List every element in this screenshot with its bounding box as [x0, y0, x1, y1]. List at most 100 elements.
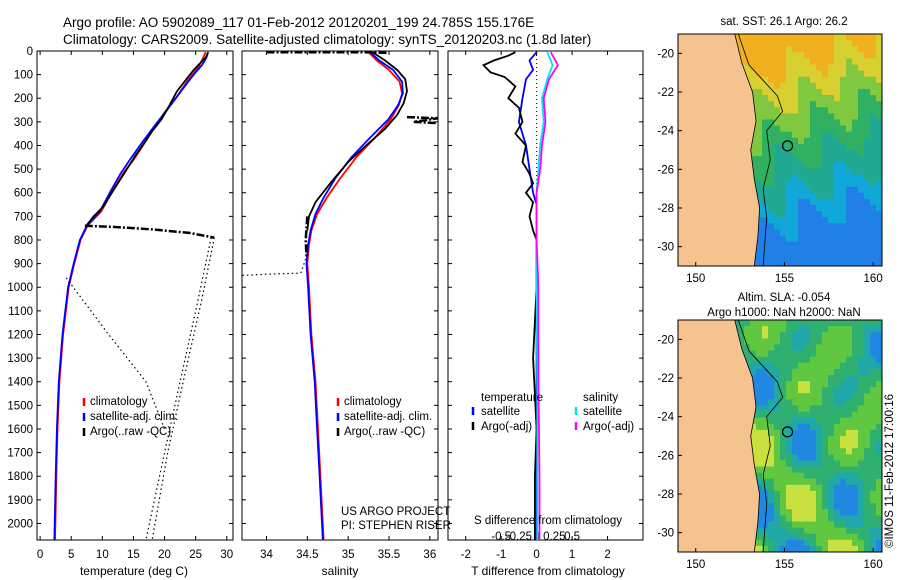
- map-cell: [768, 198, 775, 206]
- map-cell: [798, 113, 805, 120]
- map-cell: [768, 484, 775, 492]
- map-cell: [786, 76, 793, 84]
- map-cell: [798, 253, 805, 261]
- map-cell: [822, 223, 829, 230]
- map-cell: [744, 58, 751, 66]
- map-cell: [816, 186, 823, 194]
- map-cell: [864, 332, 871, 339]
- map-cell: [762, 162, 769, 169]
- map-cell: [798, 82, 805, 90]
- map-cell: [768, 150, 775, 157]
- map-cell: [846, 119, 853, 127]
- map-cell: [834, 521, 841, 529]
- map-cell: [870, 70, 877, 78]
- map-cell: [756, 46, 763, 53]
- map-cell: [852, 460, 859, 468]
- sla-map-title-1: Altim. SLA: -0.054: [738, 292, 831, 304]
- map-cell: [810, 338, 817, 345]
- map-cell: [756, 113, 763, 120]
- map-cell: [834, 387, 841, 394]
- map-cell: [834, 247, 841, 255]
- map-cell: [810, 539, 817, 547]
- map-cell: [756, 503, 763, 510]
- map-cell: [804, 442, 811, 449]
- map-cell: [768, 40, 775, 47]
- map-cell: [810, 332, 817, 339]
- map-cell: [822, 82, 829, 90]
- map-cell: [786, 211, 793, 218]
- map-cell: [762, 70, 769, 78]
- map-cell: [870, 497, 877, 504]
- map-cell: [792, 229, 799, 236]
- map-cell: [798, 156, 805, 163]
- map-cell: [762, 350, 769, 358]
- map-cell: [768, 101, 775, 108]
- map-cell: [780, 320, 787, 327]
- salinity-panel: 34 34.5 35 35.5 36: [241, 50, 439, 561]
- map-cell: [744, 326, 751, 333]
- map-cell: [792, 162, 799, 169]
- map-cell: [750, 40, 757, 47]
- map-cell: [762, 429, 769, 437]
- map-cell: [864, 509, 871, 516]
- map-cell: [834, 143, 841, 151]
- map-cell: [786, 429, 793, 437]
- map-cell: [762, 64, 769, 72]
- map-cell: [822, 338, 829, 345]
- map-cell: [786, 466, 793, 474]
- map-cell: [834, 326, 841, 333]
- map-cell: [822, 320, 829, 327]
- map-cell: [864, 131, 871, 139]
- map-cell: [852, 247, 859, 255]
- map-cell: [798, 545, 805, 552]
- map-cell: [756, 405, 763, 413]
- difference-panel: -2 -1 0 1 2-0.5-0.25 0 0.250.5: [447, 50, 644, 561]
- map-cell: [870, 137, 877, 145]
- map-cell: [798, 344, 805, 352]
- map-cell: [828, 168, 835, 175]
- map-cell: [774, 162, 781, 169]
- map-cell: [840, 472, 847, 480]
- map-cell: [852, 374, 859, 382]
- map-cell: [876, 527, 882, 535]
- map-cell: [810, 101, 817, 108]
- map-y-tick-label: -22: [657, 373, 674, 385]
- map-cell: [876, 156, 882, 163]
- map-cell: [780, 82, 787, 90]
- map-cell: [804, 150, 811, 157]
- map-cell: [822, 204, 829, 212]
- map-cell: [840, 156, 847, 163]
- map-cell: [804, 229, 811, 236]
- map-cell: [828, 478, 835, 486]
- map-cell: [804, 436, 811, 443]
- map-cell: [822, 423, 829, 431]
- argo-position-marker: [781, 140, 794, 152]
- map-cell: [876, 113, 882, 120]
- map-cell: [852, 58, 859, 66]
- map-cell: [876, 192, 882, 200]
- map-cell: [810, 515, 817, 522]
- map-cell: [876, 515, 882, 522]
- map-cell: [810, 204, 817, 212]
- map-cell: [756, 545, 763, 552]
- map-cell: [822, 186, 829, 194]
- map-cell: [780, 521, 787, 529]
- map-cell: [768, 423, 775, 431]
- map-cell: [762, 448, 769, 455]
- map-cell: [864, 368, 871, 376]
- series-argo-raw-dotted-2: [145, 237, 212, 541]
- map-cell: [828, 174, 835, 182]
- map-cell: [876, 107, 882, 114]
- map-cell: [852, 211, 859, 218]
- map-cell: [864, 95, 871, 102]
- map-cell: [870, 356, 877, 364]
- map-cell: [822, 484, 829, 492]
- map-cell: [852, 368, 859, 376]
- map-cell: [780, 484, 787, 492]
- map-cell: [756, 247, 763, 255]
- map-cell: [876, 393, 882, 400]
- map-cell: [804, 466, 811, 474]
- map-cell: [876, 101, 882, 108]
- map-cell: [774, 192, 781, 200]
- map-cell: [792, 95, 799, 102]
